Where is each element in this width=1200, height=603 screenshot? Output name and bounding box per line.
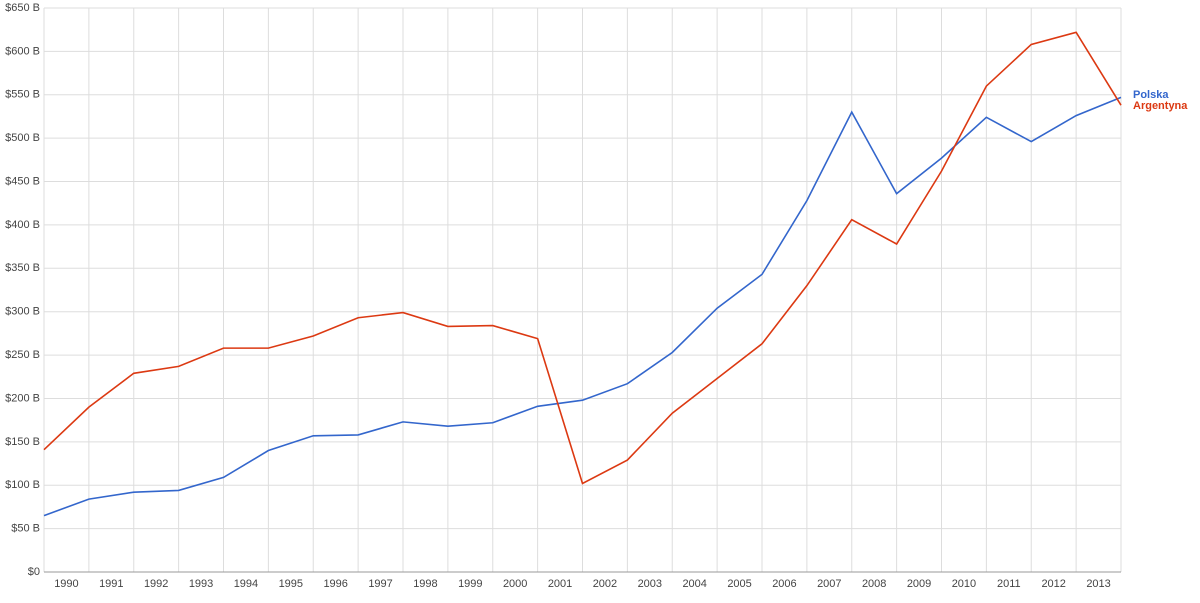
x-tick-label: 2009	[907, 578, 931, 590]
y-tick-label: $0	[28, 566, 40, 578]
x-tick-label: 2002	[593, 578, 617, 590]
y-tick-label: $150 B	[5, 436, 40, 448]
y-tick-label: $50 B	[11, 523, 40, 535]
legend-label: Argentyna	[1133, 100, 1188, 112]
x-tick-label: 2005	[727, 578, 751, 590]
x-tick-label: 2001	[548, 578, 572, 590]
x-tick-label: 2013	[1086, 578, 1110, 590]
x-tick-label: 2006	[772, 578, 796, 590]
x-tick-label: 1998	[413, 578, 437, 590]
x-tick-label: 1999	[458, 578, 482, 590]
x-tick-label: 2011	[997, 578, 1021, 590]
x-tick-label: 2010	[952, 578, 976, 590]
y-tick-label: $250 B	[5, 349, 40, 361]
y-tick-label: $500 B	[5, 132, 40, 144]
x-tick-label: 2003	[638, 578, 662, 590]
y-tick-label: $300 B	[5, 306, 40, 318]
x-tick-label: 2008	[862, 578, 886, 590]
x-tick-label: 1991	[99, 578, 123, 590]
x-tick-label: 1993	[189, 578, 213, 590]
y-tick-label: $550 B	[5, 89, 40, 101]
x-tick-label: 1992	[144, 578, 168, 590]
y-tick-label: $650 B	[5, 2, 40, 14]
legend-label: Polska	[1133, 89, 1169, 101]
y-tick-label: $600 B	[5, 45, 40, 57]
x-tick-label: 2004	[682, 578, 706, 590]
x-tick-label: 2012	[1041, 578, 1065, 590]
x-tick-label: 1995	[279, 578, 303, 590]
x-tick-label: 2000	[503, 578, 527, 590]
y-tick-label: $450 B	[5, 175, 40, 187]
y-tick-label: $350 B	[5, 262, 40, 274]
y-tick-label: $100 B	[5, 479, 40, 491]
x-tick-label: 1994	[234, 578, 258, 590]
series-line	[43, 31, 1122, 485]
y-tick-label: $200 B	[5, 392, 40, 404]
x-tick-label: 1997	[368, 578, 392, 590]
series-line	[43, 96, 1122, 517]
y-tick-label: $400 B	[5, 219, 40, 231]
x-tick-label: 2007	[817, 578, 841, 590]
x-tick-label: 1996	[323, 578, 347, 590]
x-tick-label: 1990	[54, 578, 78, 590]
